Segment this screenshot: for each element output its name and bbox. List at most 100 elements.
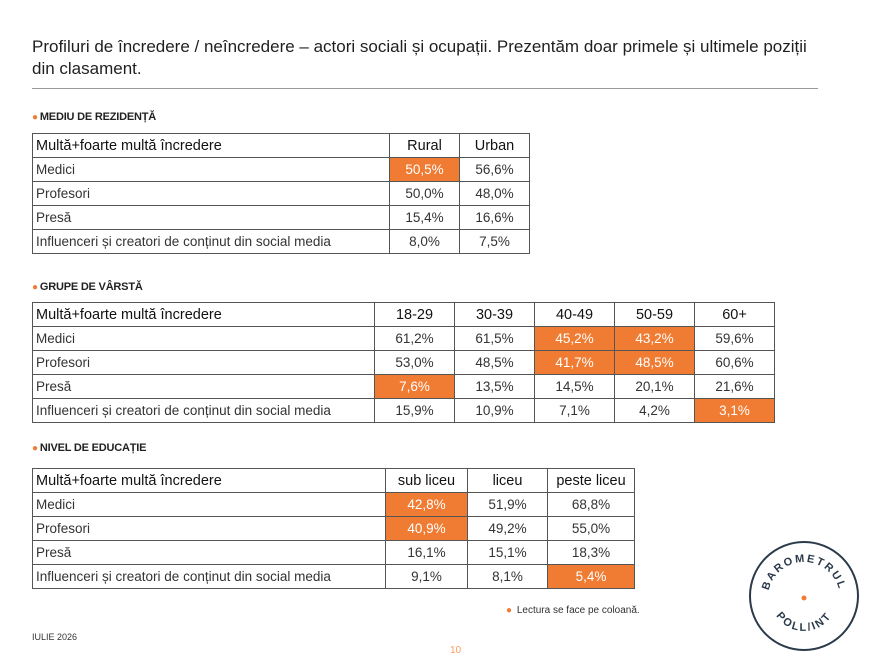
row-label: Influenceri și creatori de conținut din … xyxy=(32,398,375,423)
table-header-row: Multă+foarte multă încredere sub liceu l… xyxy=(32,468,635,493)
value-cell: 60,6% xyxy=(694,350,775,375)
value-cell: 8,1% xyxy=(467,564,548,589)
table-row: Presă 7,6% 13,5% 14,5% 20,1% 21,6% xyxy=(32,374,775,399)
section-heading-label: MEDIU DE REZIDENȚĂ xyxy=(39,111,157,123)
row-label: Profesori xyxy=(32,516,386,541)
table-row: Profesori 53,0% 48,5% 41,7% 48,5% 60,6% xyxy=(32,350,775,375)
table-age: Multă+foarte multă încredere 18-29 30-39… xyxy=(32,302,775,423)
value-cell: 15,9% xyxy=(374,398,455,423)
header-cell: liceu xyxy=(467,468,548,493)
value-cell: 55,0% xyxy=(547,516,635,541)
header-cell: 50-59 xyxy=(614,302,695,327)
table-row: Influenceri și creatori de conținut din … xyxy=(32,564,635,589)
table-row: Medici 42,8% 51,9% 68,8% xyxy=(32,492,635,517)
header-cell: Multă+foarte multă încredere xyxy=(32,133,390,158)
value-cell: 50,5% xyxy=(389,157,460,182)
page-number: 10 xyxy=(450,645,462,656)
table-row: Influenceri și creatori de conținut din … xyxy=(32,229,530,254)
bullet-dot-icon: ● xyxy=(32,112,38,123)
svg-text:POLL/INT: POLL/INT xyxy=(774,610,835,634)
page-title: Profiluri de încredere / neîncredere – a… xyxy=(32,37,807,78)
row-label: Presă xyxy=(32,205,390,230)
table-row: Medici 61,2% 61,5% 45,2% 43,2% 59,6% xyxy=(32,326,775,351)
bullet-dot-icon: ● xyxy=(32,443,38,454)
row-label: Profesori xyxy=(32,181,390,206)
table-header-row: Multă+foarte multă încredere 18-29 30-39… xyxy=(32,302,775,327)
row-label: Medici xyxy=(32,157,390,182)
value-cell: 21,6% xyxy=(694,374,775,399)
header-cell: 60+ xyxy=(694,302,775,327)
table-residence: Multă+foarte multă încredere Rural Urban… xyxy=(32,133,530,254)
table-row: Presă 15,4% 16,6% xyxy=(32,205,530,230)
value-cell: 48,0% xyxy=(459,181,530,206)
row-label: Presă xyxy=(32,540,386,565)
row-label: Medici xyxy=(32,492,386,517)
value-cell: 3,1% xyxy=(694,398,775,423)
value-cell: 8,0% xyxy=(389,229,460,254)
value-cell: 13,5% xyxy=(454,374,535,399)
table-row: Profesori 50,0% 48,0% xyxy=(32,181,530,206)
value-cell: 48,5% xyxy=(614,350,695,375)
value-cell: 41,7% xyxy=(534,350,615,375)
reading-note-text: Lectura se face pe coloană. xyxy=(516,605,640,616)
row-label: Profesori xyxy=(32,350,375,375)
value-cell: 7,6% xyxy=(374,374,455,399)
value-cell: 18,3% xyxy=(547,540,635,565)
table-education: Multă+foarte multă încredere sub liceu l… xyxy=(32,468,635,589)
value-cell: 15,4% xyxy=(389,205,460,230)
header-cell: 30-39 xyxy=(454,302,535,327)
barometrul-logo: BAROMETRUL POLL/INT xyxy=(749,541,859,651)
value-cell: 7,5% xyxy=(459,229,530,254)
header-cell: Multă+foarte multă încredere xyxy=(32,468,386,493)
svg-text:BAROMETRUL: BAROMETRUL xyxy=(760,553,848,592)
value-cell: 15,1% xyxy=(467,540,548,565)
value-cell: 59,6% xyxy=(694,326,775,351)
value-cell: 45,2% xyxy=(534,326,615,351)
value-cell: 61,2% xyxy=(374,326,455,351)
value-cell: 9,1% xyxy=(385,564,468,589)
value-cell: 20,1% xyxy=(614,374,695,399)
value-cell: 49,2% xyxy=(467,516,548,541)
section-heading-label: GRUPE DE VÂRSTĂ xyxy=(39,281,143,293)
logo-bottom-text: POLL/INT xyxy=(774,610,833,634)
header-cell: Urban xyxy=(459,133,530,158)
logo-top-text: BAROMETRUL xyxy=(760,553,846,592)
logo-dot-icon xyxy=(801,595,807,601)
section-heading-education: ● NIVEL DE EDUCAȚIE xyxy=(32,442,146,454)
section-heading-residence: ● MEDIU DE REZIDENȚĂ xyxy=(32,111,156,123)
value-cell: 42,8% xyxy=(385,492,468,517)
value-cell: 16,6% xyxy=(459,205,530,230)
value-cell: 10,9% xyxy=(454,398,535,423)
value-cell: 4,2% xyxy=(614,398,695,423)
value-cell: 14,5% xyxy=(534,374,615,399)
row-label: Medici xyxy=(32,326,375,351)
value-cell: 16,1% xyxy=(385,540,468,565)
table-row: Influenceri și creatori de conținut din … xyxy=(32,398,775,423)
header-cell: Multă+foarte multă încredere xyxy=(32,302,375,327)
header-cell: sub liceu xyxy=(385,468,468,493)
row-label: Influenceri și creatori de conținut din … xyxy=(32,564,386,589)
value-cell: 43,2% xyxy=(614,326,695,351)
value-cell: 50,0% xyxy=(389,181,460,206)
value-cell: 7,1% xyxy=(534,398,615,423)
header-cell: 18-29 xyxy=(374,302,455,327)
row-label: Influenceri și creatori de conținut din … xyxy=(32,229,390,254)
header-cell: Rural xyxy=(389,133,460,158)
bullet-dot-icon: ● xyxy=(32,282,38,293)
header-cell: 40-49 xyxy=(534,302,615,327)
table-row: Profesori 40,9% 49,2% 55,0% xyxy=(32,516,635,541)
value-cell: 61,5% xyxy=(454,326,535,351)
title-divider xyxy=(32,88,818,89)
value-cell: 40,9% xyxy=(385,516,468,541)
section-heading-age: ● GRUPE DE VÂRSTĂ xyxy=(32,281,143,293)
row-label: Presă xyxy=(32,374,375,399)
value-cell: 5,4% xyxy=(547,564,635,589)
table-row: Presă 16,1% 15,1% 18,3% xyxy=(32,540,635,565)
value-cell: 48,5% xyxy=(454,350,535,375)
value-cell: 51,9% xyxy=(467,492,548,517)
bullet-dot-icon: ● xyxy=(506,605,513,616)
value-cell: 53,0% xyxy=(374,350,455,375)
section-heading-label: NIVEL DE EDUCAȚIE xyxy=(39,442,147,454)
value-cell: 56,6% xyxy=(459,157,530,182)
table-header-row: Multă+foarte multă încredere Rural Urban xyxy=(32,133,530,158)
